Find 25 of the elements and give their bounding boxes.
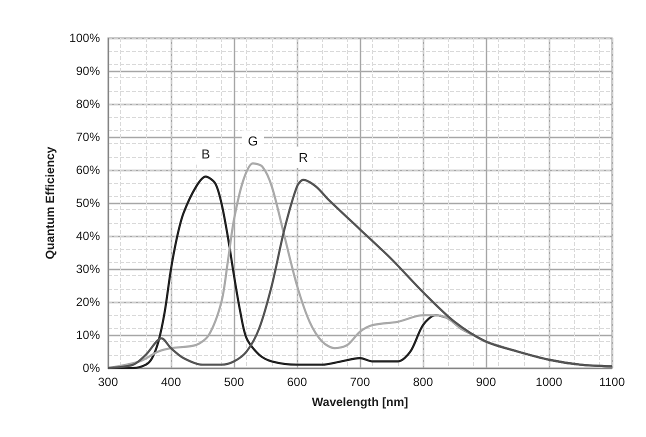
y-tick-label: 0%	[82, 361, 100, 375]
x-tick-label: 1000	[536, 375, 563, 389]
x-tick-label: 400	[160, 375, 182, 389]
y-tick-label: 90%	[76, 64, 100, 78]
x-tick-label: 500	[224, 375, 244, 389]
y-tick-label: 50%	[76, 196, 100, 210]
y-tick-label: 20%	[76, 295, 100, 309]
x-tick-label: 800	[412, 375, 434, 389]
series-label: R	[298, 150, 308, 165]
y-tick-label: 70%	[76, 130, 100, 144]
y-tick-label: 40%	[76, 229, 100, 243]
y-axis-title: Quantum Efficiency	[43, 146, 57, 260]
y-tick-label: 30%	[76, 262, 100, 276]
x-tick-label: 1100	[599, 375, 626, 389]
y-tick-label: 80%	[76, 97, 100, 111]
series-label: G	[248, 133, 258, 148]
x-tick-label: 700	[350, 375, 370, 389]
y-tick-label: 10%	[76, 328, 100, 342]
x-tick-label: 300	[98, 375, 118, 389]
x-tick-label: 900	[476, 375, 496, 389]
x-tick-label: 600	[286, 375, 308, 389]
y-tick-label: 100%	[69, 31, 100, 45]
x-axis-title: Wavelength [nm]	[312, 395, 408, 409]
series-label: B	[201, 146, 210, 162]
y-tick-label: 60%	[76, 163, 100, 177]
